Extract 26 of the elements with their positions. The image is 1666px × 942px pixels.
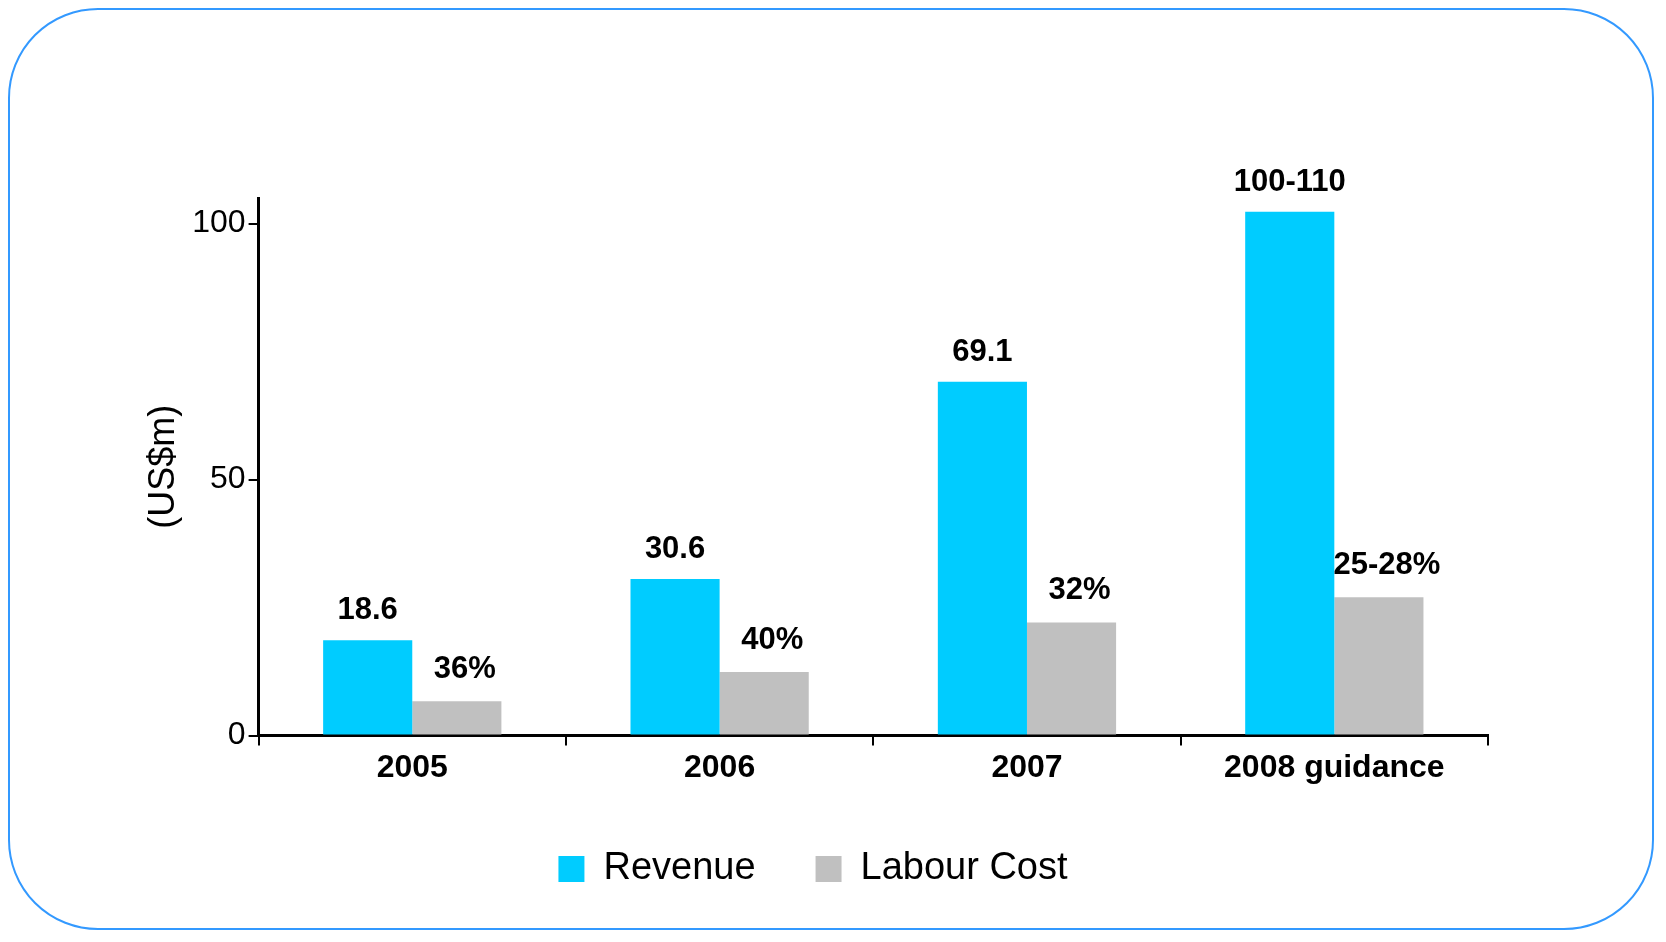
data-label: 100-110 [1233,162,1346,198]
bar [1026,622,1117,735]
data-label: 69.1 [952,332,1013,368]
bar [412,701,502,735]
annotation: 36% [433,650,496,686]
bar [323,640,413,735]
x-tick-label: 2007 [991,747,1063,784]
y-tick-label: 0 [227,715,246,752]
y-tick-label: 50 [210,459,246,496]
legend-label: Revenue [603,845,756,888]
data-label: 30.6 [644,529,706,565]
x-tick-label: 2006 [684,747,756,784]
bar [1334,597,1424,735]
legend-label: Labour Cost [860,845,1069,888]
annotation: 32% [1048,571,1111,607]
y-tick-label: 100 [192,203,246,240]
x-tick-label: 2008 guidance [1224,747,1445,784]
annotation: 25-28% [1333,546,1441,582]
bar [630,578,720,735]
bar [937,381,1027,735]
annotation: 40% [741,621,804,657]
bar [719,672,809,735]
bar [1245,211,1335,735]
y-axis-title: (US$m) [140,404,182,529]
x-tick-label: 2005 [376,747,448,784]
data-label: 18.6 [337,591,398,627]
